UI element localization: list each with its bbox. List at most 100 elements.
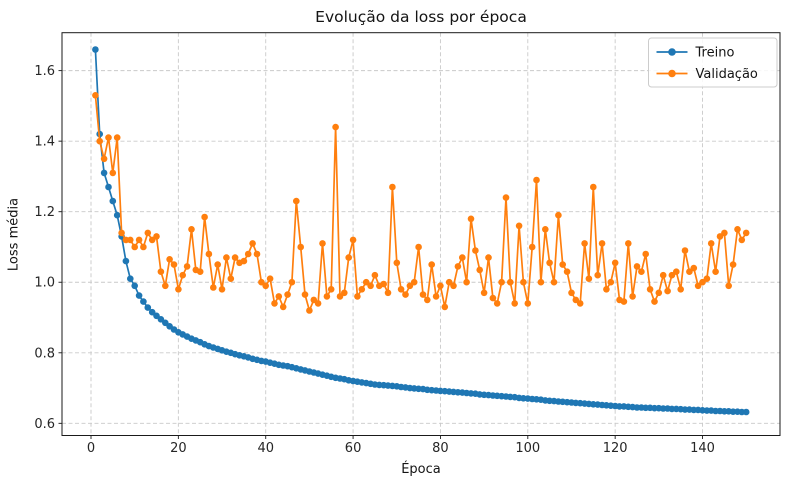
data-point bbox=[288, 278, 296, 286]
data-point bbox=[293, 197, 300, 205]
data-point bbox=[563, 268, 571, 276]
data-point bbox=[244, 250, 252, 258]
data-point bbox=[96, 137, 103, 145]
data-point bbox=[262, 282, 270, 290]
data-point bbox=[528, 243, 536, 251]
data-point bbox=[712, 268, 719, 276]
legend: Treino Validação bbox=[648, 37, 778, 88]
data-point bbox=[188, 226, 195, 233]
data-point bbox=[646, 286, 654, 293]
data-point bbox=[454, 263, 462, 270]
tick-labels: 0 20 40 60 80 100 120 140 0.6 0.8 1.0 1.2 1.4 1.6 bbox=[34, 64, 715, 456]
plot-border bbox=[61, 32, 781, 436]
data-point bbox=[380, 280, 388, 288]
legend-item-validacao: Validação bbox=[656, 67, 758, 82]
data-point bbox=[183, 263, 191, 270]
data-point bbox=[664, 287, 671, 295]
data-point bbox=[524, 300, 532, 307]
data-point bbox=[397, 286, 405, 293]
data-point bbox=[419, 291, 427, 298]
y-axis-label: Loss média bbox=[6, 197, 22, 272]
data-point bbox=[742, 229, 750, 237]
data-point bbox=[231, 254, 239, 261]
data-point bbox=[144, 229, 152, 237]
data-point bbox=[507, 278, 514, 286]
axis-ticks bbox=[58, 70, 703, 439]
data-point bbox=[327, 286, 335, 293]
data-point bbox=[153, 312, 160, 320]
data-point bbox=[677, 286, 684, 293]
data-point bbox=[716, 233, 724, 240]
data-point bbox=[611, 259, 619, 267]
y-tick-label: 1.6 bbox=[34, 64, 55, 79]
data-point bbox=[681, 247, 689, 254]
data-point bbox=[249, 240, 256, 247]
x-tick-label: 100 bbox=[515, 441, 540, 456]
data-point bbox=[607, 278, 615, 286]
data-point bbox=[113, 211, 121, 219]
data-point bbox=[638, 268, 645, 276]
data-point bbox=[651, 298, 658, 305]
data-point bbox=[707, 240, 715, 247]
data-point bbox=[686, 268, 693, 276]
data-point bbox=[576, 300, 584, 307]
y-tick-label: 1.0 bbox=[34, 276, 55, 291]
data-point bbox=[472, 247, 479, 254]
data-point bbox=[253, 250, 261, 258]
data-point bbox=[175, 286, 182, 293]
data-point bbox=[729, 261, 737, 268]
data-point bbox=[205, 250, 213, 258]
legend-marker bbox=[668, 69, 676, 78]
data-point bbox=[441, 303, 449, 311]
data-point bbox=[603, 286, 610, 293]
data-point bbox=[306, 307, 313, 314]
data-point bbox=[542, 226, 549, 233]
data-point bbox=[655, 289, 663, 297]
y-tick-label: 1.2 bbox=[34, 205, 55, 220]
data-point bbox=[227, 275, 235, 283]
data-point bbox=[533, 176, 540, 184]
x-tick-label: 80 bbox=[432, 441, 449, 456]
data-point bbox=[673, 268, 680, 276]
data-point bbox=[485, 254, 492, 261]
data-point bbox=[428, 261, 436, 268]
data-point bbox=[659, 271, 667, 279]
data-point bbox=[437, 282, 444, 290]
data-point bbox=[314, 300, 322, 307]
data-point bbox=[694, 282, 702, 290]
data-point bbox=[349, 236, 357, 244]
data-point bbox=[410, 278, 418, 286]
data-point bbox=[284, 291, 291, 298]
data-point bbox=[668, 271, 676, 279]
data-point bbox=[459, 254, 466, 261]
data-point bbox=[92, 46, 99, 53]
data-point bbox=[362, 278, 370, 286]
data-point bbox=[393, 259, 401, 267]
data-point bbox=[358, 286, 366, 293]
data-point bbox=[585, 275, 593, 283]
data-point bbox=[493, 300, 501, 307]
x-tick-label: 120 bbox=[603, 441, 628, 456]
data-point bbox=[476, 266, 484, 274]
data-point bbox=[131, 243, 138, 251]
data-point bbox=[725, 282, 732, 290]
y-tick-label: 0.8 bbox=[34, 346, 55, 361]
x-tick-label: 40 bbox=[257, 441, 274, 456]
data-point bbox=[210, 284, 217, 291]
data-point bbox=[520, 278, 527, 286]
data-point bbox=[332, 123, 339, 131]
data-point bbox=[598, 240, 606, 247]
data-point bbox=[170, 261, 178, 268]
data-point bbox=[113, 134, 121, 141]
data-point bbox=[581, 240, 588, 247]
data-point bbox=[214, 261, 221, 268]
data-point bbox=[240, 257, 248, 265]
data-point bbox=[703, 275, 711, 283]
data-point bbox=[498, 278, 505, 286]
data-point bbox=[402, 291, 409, 298]
data-point bbox=[625, 240, 632, 247]
data-point bbox=[537, 278, 545, 286]
x-axis-label: Época bbox=[401, 462, 441, 477]
